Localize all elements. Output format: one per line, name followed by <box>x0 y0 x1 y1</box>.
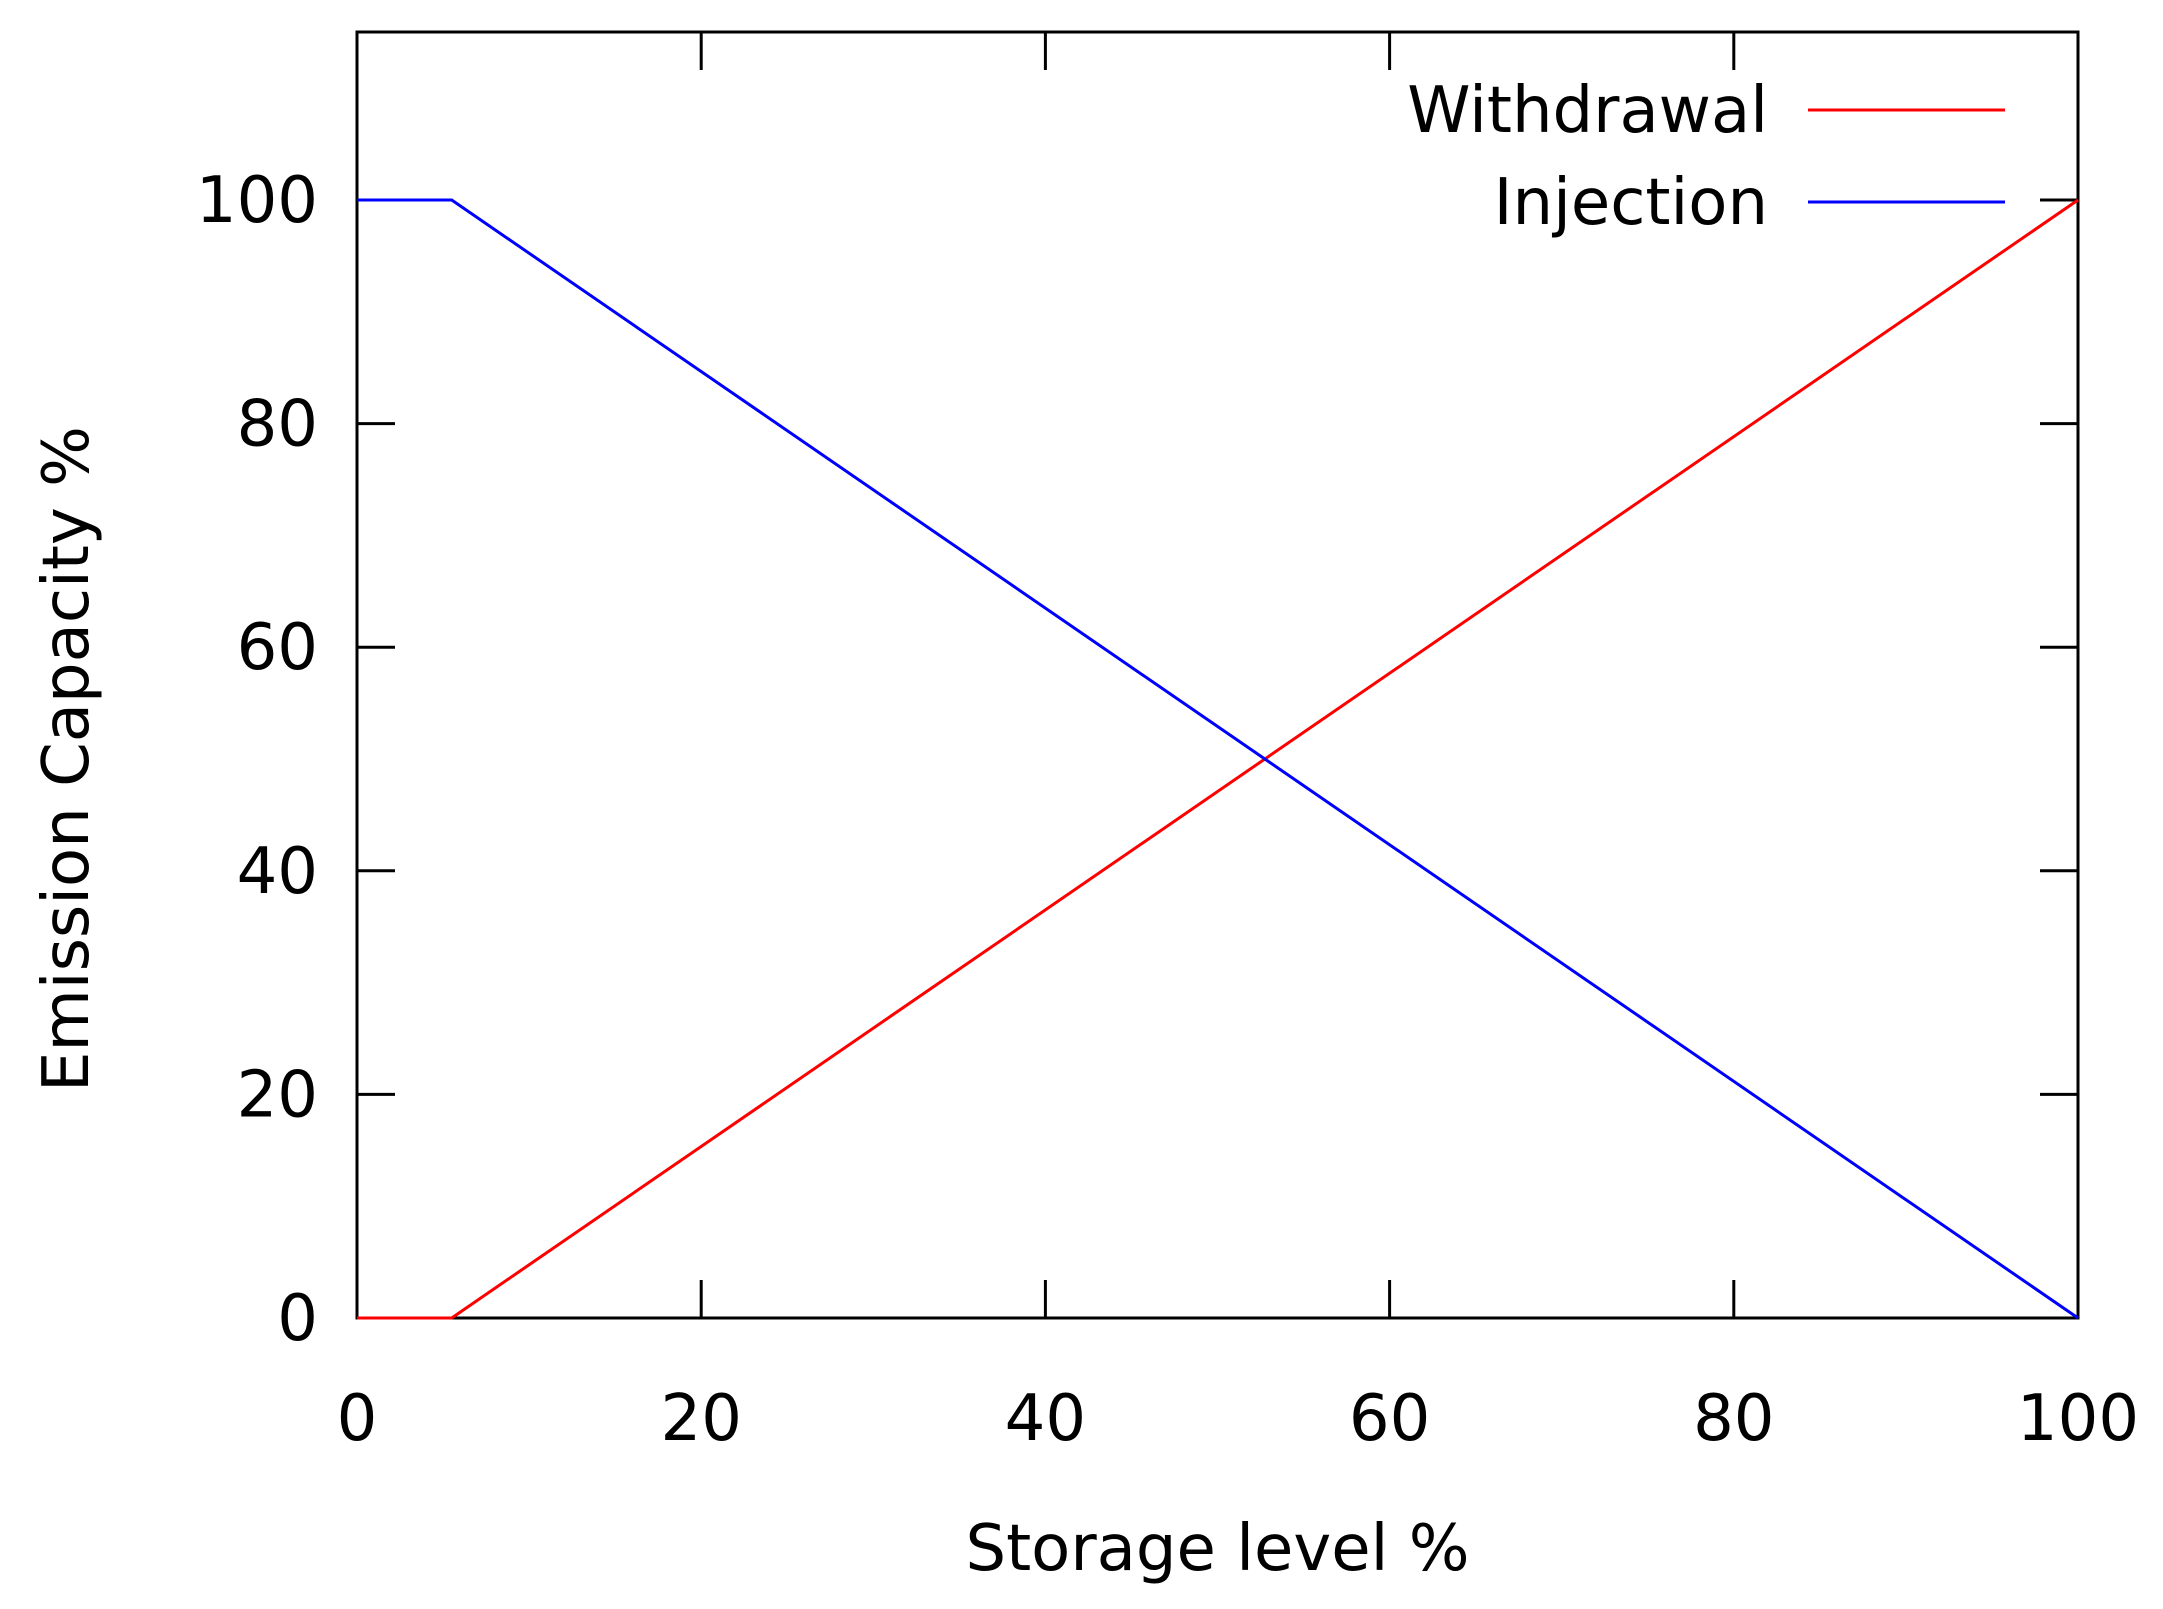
y-tick-label: 0 <box>277 1282 318 1356</box>
y-tick-label: 40 <box>237 835 318 909</box>
series-line-injection <box>357 198 2079 1320</box>
y-tick-label: 100 <box>196 164 318 238</box>
x-tick-label: 80 <box>1693 1382 1774 1456</box>
x-tick-label: 40 <box>1005 1382 1086 1456</box>
plot-frame <box>355 30 2080 1320</box>
series-lines <box>357 198 2079 1320</box>
series-line-withdrawal <box>357 198 2079 1320</box>
plot-area <box>355 30 2080 1320</box>
x-tick-label: 100 <box>2017 1382 2139 1456</box>
y-axis-title: Emission Capacity % <box>30 426 104 1092</box>
x-tick-label: 0 <box>337 1382 378 1456</box>
y-tick-label: 80 <box>237 388 318 462</box>
y-tick-label: 20 <box>237 1058 318 1132</box>
x-axis-title: Storage level % <box>965 1512 1469 1586</box>
legend-label-withdrawal: Withdrawal <box>1407 74 1768 148</box>
x-tick-label: 60 <box>1349 1382 1430 1456</box>
legend-label-injection: Injection <box>1494 166 1768 240</box>
legend: Withdrawal Injection <box>1407 74 2005 240</box>
axis-ticks: 0 20 40 60 80 100 0 20 40 60 80 100 <box>196 32 2139 1456</box>
x-tick-label: 20 <box>660 1382 741 1456</box>
y-tick-label: 60 <box>237 611 318 685</box>
axis-labels: Storage level % Emission Capacity % <box>30 426 1470 1586</box>
